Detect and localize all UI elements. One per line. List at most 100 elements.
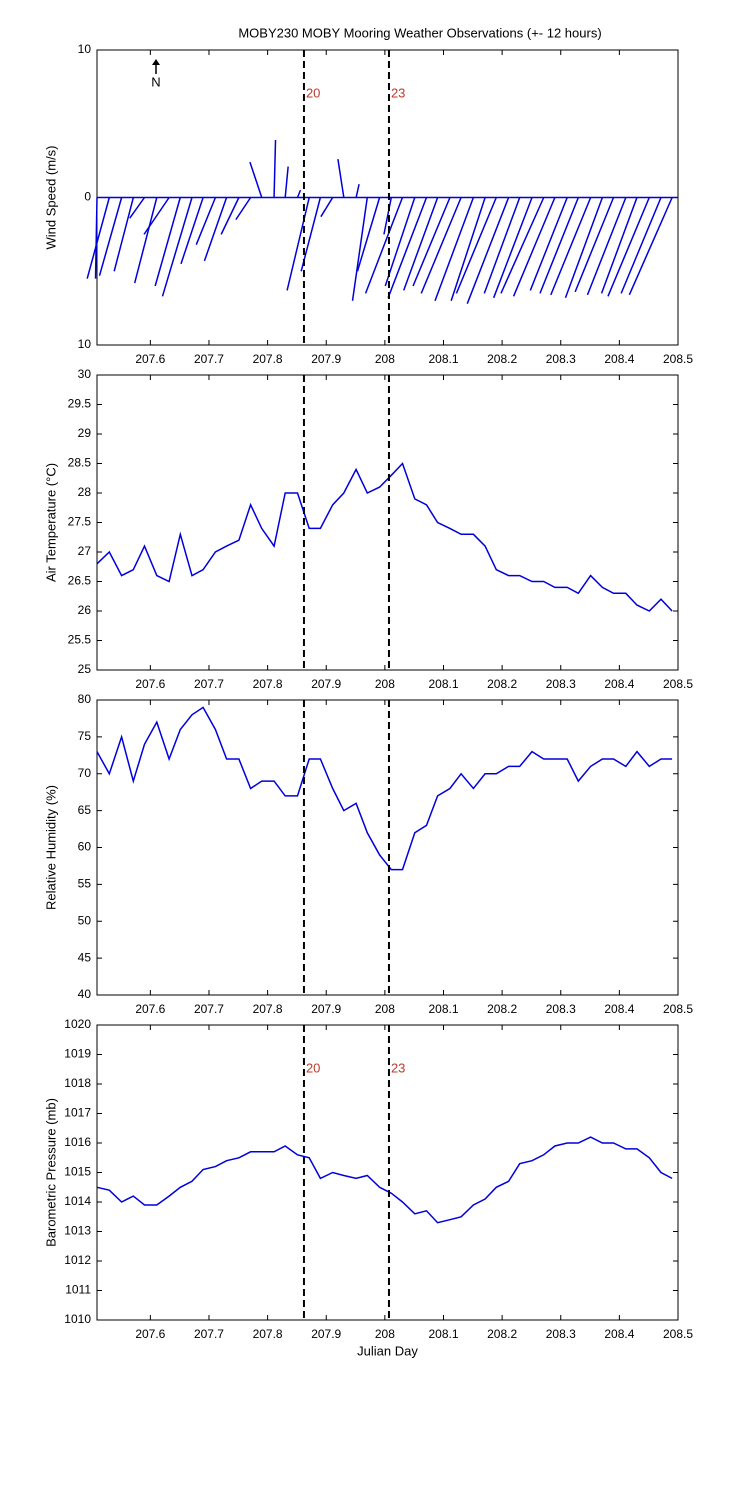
y-axis-label: Barometric Pressure (mb) <box>43 1098 58 1247</box>
wind-stick <box>133 197 158 284</box>
y-tick-label: 1014 <box>64 1194 91 1208</box>
y-tick-label: 1020 <box>64 1017 91 1031</box>
wind-stick <box>550 197 592 296</box>
wind-stick <box>529 197 568 291</box>
x-tick-label: 207.9 <box>311 677 341 691</box>
wind-stick <box>492 197 533 299</box>
y-tick-label: 27.5 <box>68 515 92 529</box>
x-tick-label: 208.1 <box>428 352 458 366</box>
wind-stick <box>195 197 217 245</box>
y-tick-label: 75 <box>78 729 92 743</box>
x-tick-label: 207.8 <box>253 352 283 366</box>
event-label: 23 <box>391 85 405 100</box>
y-tick-label: 0 <box>84 190 91 204</box>
y-tick-label: 70 <box>78 766 92 780</box>
wind-stick <box>383 197 393 235</box>
y-tick-label: 50 <box>78 913 92 927</box>
x-tick-label: 208.1 <box>428 1002 458 1016</box>
wind-stick <box>564 197 604 299</box>
y-tick-label: 55 <box>78 877 92 891</box>
wind-stick <box>86 197 111 279</box>
data-line <box>96 1136 673 1224</box>
data-line <box>96 706 673 871</box>
x-tick-label: 207.8 <box>253 1002 283 1016</box>
y-tick-label: 25.5 <box>68 633 92 647</box>
y-axis-label: Wind Speed (m/s) <box>43 145 58 249</box>
x-tick-label: 208.3 <box>546 1327 576 1341</box>
wind-stick <box>129 197 146 219</box>
wind-stick <box>180 197 204 265</box>
x-tick-label: 208.2 <box>487 352 517 366</box>
data-line <box>96 462 673 612</box>
x-tick-label: 208.5 <box>663 1002 693 1016</box>
wind-stick <box>249 161 263 198</box>
wind-stick <box>483 197 521 294</box>
x-axis-label: Julian Day <box>357 1343 418 1358</box>
wind-stick <box>586 197 627 296</box>
north-label: N <box>151 74 160 89</box>
wind-stick <box>220 197 240 235</box>
chart-title: MOBY230 MOBY Mooring Weather Observation… <box>238 25 601 40</box>
x-tick-label: 208.2 <box>487 677 517 691</box>
wind-stick <box>420 197 462 294</box>
wind-stick <box>300 197 322 272</box>
wind-stick <box>98 197 123 276</box>
plot-frame <box>96 374 679 671</box>
wind-stick <box>94 197 98 279</box>
y-tick-label: 25 <box>78 662 92 676</box>
x-tick-label: 207.7 <box>194 1327 224 1341</box>
y-tick-label: 1010 <box>64 1312 91 1326</box>
y-tick-label: 26 <box>78 603 92 617</box>
x-tick-label: 208.4 <box>604 1327 634 1341</box>
x-tick-label: 208.4 <box>604 677 634 691</box>
x-tick-label: 208.4 <box>604 1002 634 1016</box>
wind-stick <box>273 139 277 198</box>
wind-stick <box>500 197 545 294</box>
x-tick-label: 208.1 <box>428 1327 458 1341</box>
x-tick-label: 208.5 <box>663 677 693 691</box>
y-tick-label: 29.5 <box>68 397 92 411</box>
event-label: 20 <box>306 85 320 100</box>
x-tick-label: 208 <box>375 677 395 691</box>
y-tick-label: 28 <box>78 485 92 499</box>
north-arrow-head <box>152 59 160 65</box>
y-axis-label: Air Temperature (°C) <box>43 463 58 582</box>
wind-stick <box>154 197 181 287</box>
wind-stick <box>161 197 193 297</box>
y-tick-label: 10 <box>78 337 92 351</box>
y-tick-label: 1011 <box>65 1283 91 1297</box>
y-tick-label: 80 <box>78 692 92 706</box>
wind-stick <box>412 197 451 287</box>
wind-stick <box>320 197 334 218</box>
wind-stick <box>355 184 360 198</box>
wind-stick <box>539 197 580 294</box>
x-tick-label: 207.6 <box>135 677 165 691</box>
wind-stick <box>337 159 345 198</box>
wind-stick <box>296 189 302 198</box>
x-tick-label: 208 <box>375 1327 395 1341</box>
wind-stick <box>235 197 252 221</box>
y-tick-label: 1019 <box>64 1047 91 1061</box>
wind-stick <box>620 197 662 294</box>
wind-stick <box>607 197 650 297</box>
x-tick-label: 208.3 <box>546 677 576 691</box>
x-tick-label: 207.8 <box>253 677 283 691</box>
wind-stick <box>402 197 439 291</box>
wind-stick <box>351 197 369 301</box>
y-tick-label: 1017 <box>64 1106 91 1120</box>
y-tick-label: 1015 <box>64 1165 91 1179</box>
x-tick-label: 208 <box>375 352 395 366</box>
x-tick-label: 208.4 <box>604 352 634 366</box>
wind-stick <box>203 197 228 262</box>
x-tick-label: 207.9 <box>311 352 341 366</box>
y-tick-label: 27 <box>78 544 92 558</box>
y-axis-label: Relative Humidity (%) <box>43 785 58 910</box>
wind-stick <box>628 197 673 296</box>
wind-stick <box>434 197 475 302</box>
y-tick-label: 1016 <box>64 1135 91 1149</box>
wind-stick <box>600 197 638 294</box>
x-tick-label: 208.3 <box>546 1002 576 1016</box>
x-tick-label: 207.7 <box>194 1002 224 1016</box>
wind-stick <box>113 197 135 272</box>
